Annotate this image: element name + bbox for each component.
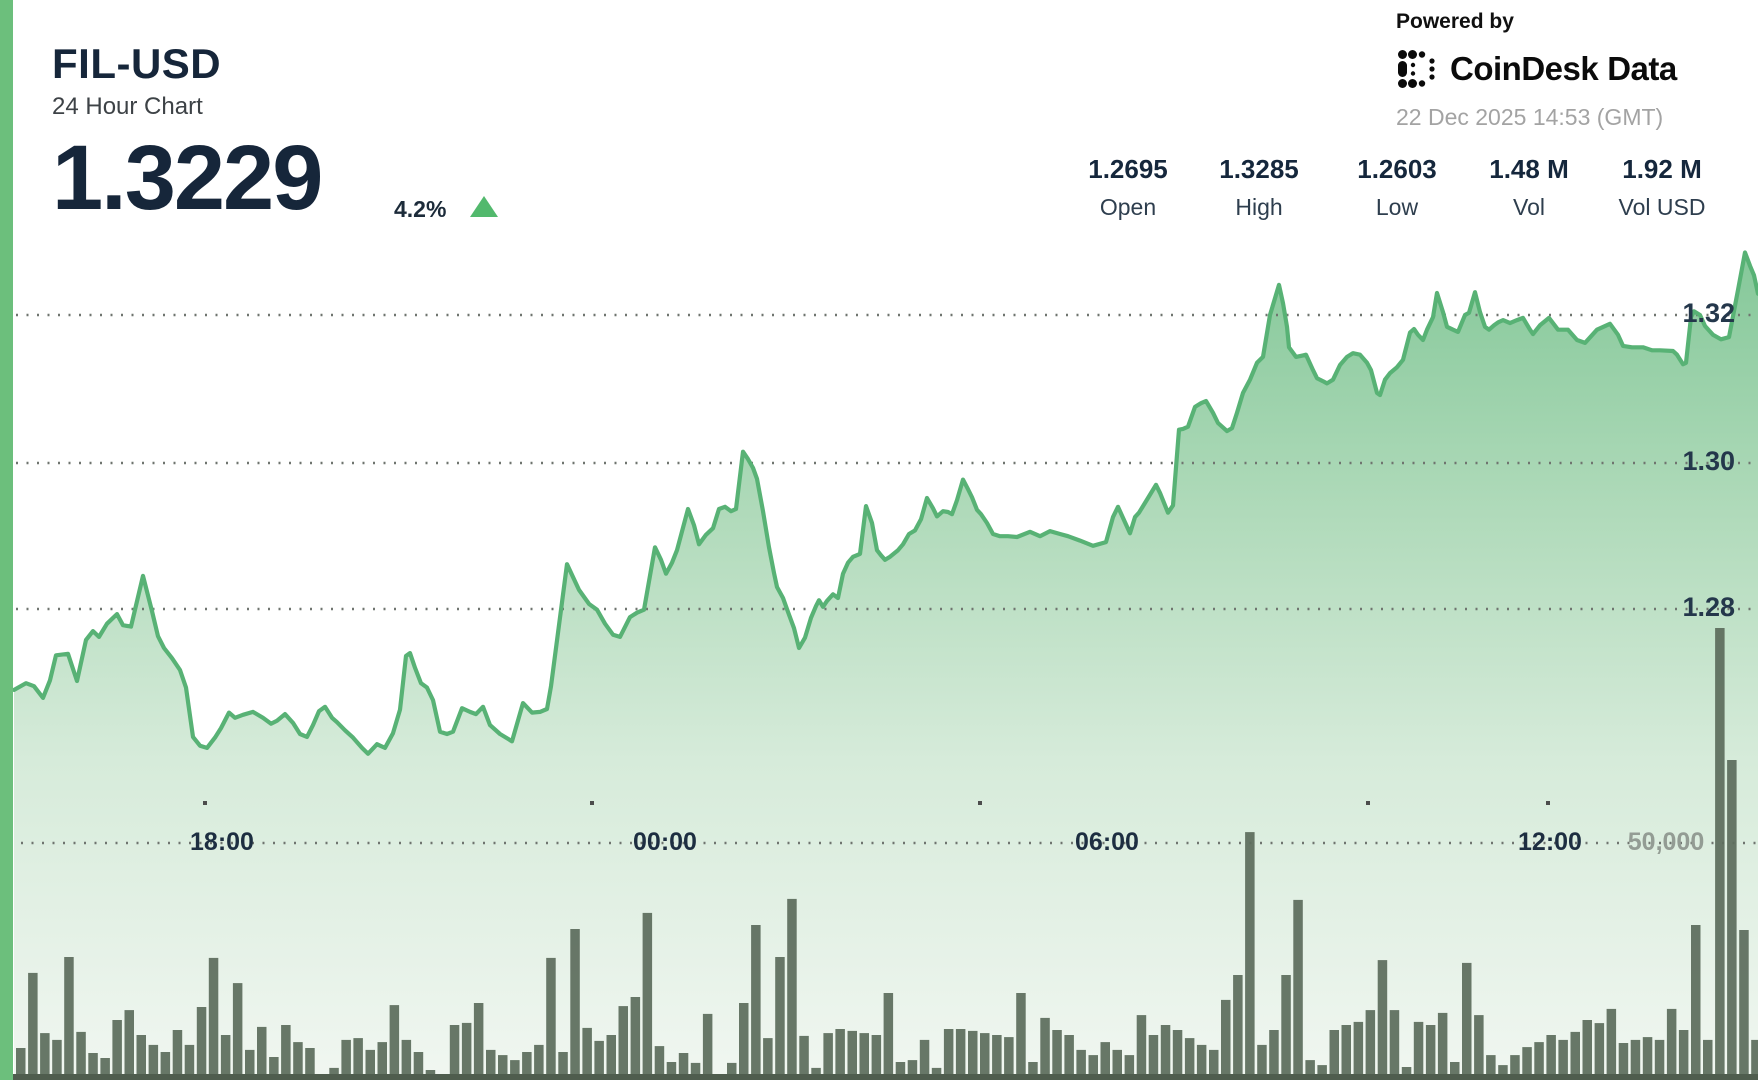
stat-volume-usd-label: Vol USD [1618, 194, 1706, 220]
time-axis-label-00: 00:00 [633, 828, 697, 856]
stat-open: 1.2695 Open [1058, 154, 1198, 221]
left-accent-bar [0, 0, 13, 1080]
price-axis-label-1-28: 1.28 [1682, 592, 1735, 622]
price-axis-label-1-30: 1.30 [1682, 446, 1735, 476]
up-triangle-icon [470, 196, 499, 217]
stat-open-value: 1.2695 [1088, 154, 1168, 184]
stat-low-label: Low [1375, 194, 1419, 220]
coindesk-logo-text-data: Data [1607, 50, 1677, 87]
volume-axis-label: 50,000 [1627, 828, 1705, 856]
symbol-title: FIL-USD [52, 40, 222, 87]
stat-volume-usd: 1.92 M Vol USD [1592, 154, 1732, 221]
stat-high-value: 1.3285 [1219, 154, 1299, 184]
stat-volume-usd-value: 1.92 M [1622, 154, 1702, 184]
coindesk-logo-text: CoinDesk [1450, 50, 1599, 87]
powered-by-label: Powered by [1396, 10, 1514, 33]
stat-open-label: Open [1099, 194, 1157, 220]
stat-high: 1.3285 High [1189, 154, 1329, 221]
time-axis-label-12: 12:00 [1518, 828, 1582, 856]
price-axis-label-1-32: 1.32 [1682, 298, 1735, 328]
timestamp: 22 Dec 2025 14:53 (GMT) [1396, 104, 1664, 130]
coindesk-logo[interactable]: CoinDesk Data [1396, 48, 1726, 90]
time-axis-label-06: 06:00 [1075, 828, 1139, 856]
stat-volume-label: Vol [1513, 194, 1545, 220]
stat-high-label: High [1235, 194, 1283, 220]
time-axis-label-18: 18:00 [190, 828, 254, 856]
stat-low-value: 1.2603 [1357, 154, 1437, 184]
stat-volume-value: 1.48 M [1489, 154, 1569, 184]
change-percent-value: 4.2% [394, 196, 447, 222]
stat-volume: 1.48 M Vol [1459, 154, 1599, 221]
stat-low: 1.2603 Low [1327, 154, 1467, 221]
last-price: 1.3229 [52, 127, 323, 229]
chart-subtitle: 24 Hour Chart [52, 93, 203, 120]
coindesk-logo-icon [1398, 50, 1435, 88]
branding: Powered by CoinDesk [1396, 10, 1726, 131]
change-percent: 4.2% [394, 196, 499, 223]
